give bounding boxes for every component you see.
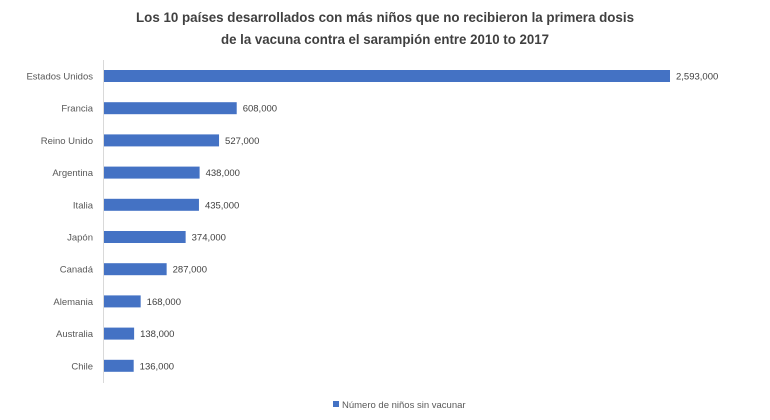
category-label-japon: Japón [67,233,93,244]
legend-swatch [333,401,339,407]
bar-reino-unido [104,134,220,147]
data-label-alemania: 168,000 [147,297,181,308]
category-label-alemania: Alemania [53,297,93,308]
category-label-italia: Italia [73,200,94,211]
data-label-francia: 608,000 [243,104,277,115]
bar-japon [104,231,186,243]
bar-australia [104,327,135,340]
data-label-argentina: 438,000 [206,168,240,179]
category-label-francia: Francia [61,104,93,115]
data-label-australia: 138,000 [140,329,174,340]
data-label-canada: 287,000 [173,265,207,276]
category-label-reino-unido: Reino Unido [41,136,93,147]
bar-canada [104,263,167,276]
category-label-canada: Canadá [60,265,94,276]
bar-chile [104,359,134,372]
data-label-italia: 435,000 [205,200,239,211]
legend-label: Número de niños sin vacunar [342,400,466,411]
bar-francia [104,102,237,115]
bar-italia [104,198,199,211]
bar-alemania [104,295,141,308]
data-label-chile: 136,000 [140,361,174,372]
bar-estados-unidos [104,70,670,82]
data-label-reino-unido: 527,000 [225,136,259,147]
chart-title-line-2: de la vacuna contra el sarampión entre 2… [221,31,549,47]
data-label-estados-unidos: 2,593,000 [676,72,718,83]
category-label-estados-unidos: Estados Unidos [26,72,93,83]
category-label-australia: Australia [56,329,94,340]
legend: Número de niños sin vacunar [333,400,466,411]
data-label-japon: 374,000 [192,233,226,244]
bar-argentina [104,166,200,179]
category-label-argentina: Argentina [52,168,93,179]
category-label-chile: Chile [71,361,93,372]
chart-title-line-1: Los 10 países desarrollados con más niño… [136,9,634,25]
bars-group: Estados Unidos 2,593,000 Francia 608,000 Rei… [26,70,718,372]
